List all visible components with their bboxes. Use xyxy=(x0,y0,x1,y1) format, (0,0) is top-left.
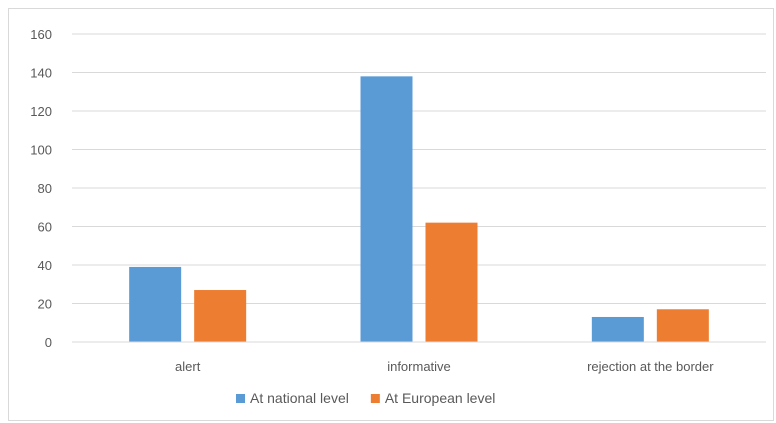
bar-european-0 xyxy=(194,290,247,342)
bar-national-1 xyxy=(360,76,413,342)
legend-swatch xyxy=(236,394,245,403)
y-tick-label: 140 xyxy=(30,66,52,81)
x-tick-label: rejection at the border xyxy=(587,359,714,374)
legend-label: At national level xyxy=(250,390,349,406)
x-tick-label: informative xyxy=(387,359,451,374)
bar-european-2 xyxy=(656,309,709,342)
bar-european-1 xyxy=(425,222,478,342)
y-tick-label: 0 xyxy=(45,335,52,350)
y-tick-label: 40 xyxy=(38,258,52,273)
y-tick-label: 20 xyxy=(38,297,52,312)
legend: At national level At European level xyxy=(236,390,495,406)
y-tick-label: 160 xyxy=(30,27,52,42)
y-tick-label: 100 xyxy=(30,143,52,158)
y-tick-label: 120 xyxy=(30,104,52,119)
bar-national-0 xyxy=(129,266,182,342)
y-tick-label: 80 xyxy=(38,181,52,196)
bar-national-2 xyxy=(591,316,644,342)
gridlines xyxy=(72,33,766,304)
y-tick-label: 60 xyxy=(38,220,52,235)
bars xyxy=(129,76,709,342)
y-axis-ticks: 0 20 40 60 80 100 120 140 160 xyxy=(30,27,52,350)
legend-label: At European level xyxy=(385,390,496,406)
legend-swatch xyxy=(370,394,380,403)
x-tick-label: alert xyxy=(175,359,201,374)
x-axis-ticks: alert informative rejection at the border xyxy=(175,359,714,374)
